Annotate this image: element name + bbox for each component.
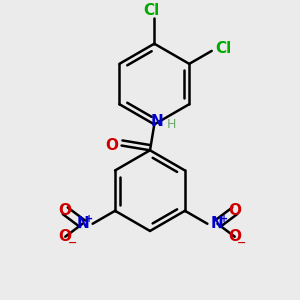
- Text: O: O: [105, 138, 118, 153]
- Text: O: O: [59, 229, 72, 244]
- Text: O: O: [59, 203, 72, 218]
- Text: N: N: [151, 114, 164, 129]
- Text: −: −: [237, 238, 247, 248]
- Text: O: O: [228, 203, 241, 218]
- Text: H: H: [167, 118, 176, 131]
- Text: Cl: Cl: [216, 40, 232, 56]
- Text: N: N: [211, 216, 224, 231]
- Text: Cl: Cl: [143, 3, 160, 18]
- Text: O: O: [228, 229, 241, 244]
- Text: N: N: [76, 216, 89, 231]
- Text: −: −: [68, 238, 77, 248]
- Text: +: +: [220, 214, 228, 224]
- Text: +: +: [85, 214, 93, 224]
